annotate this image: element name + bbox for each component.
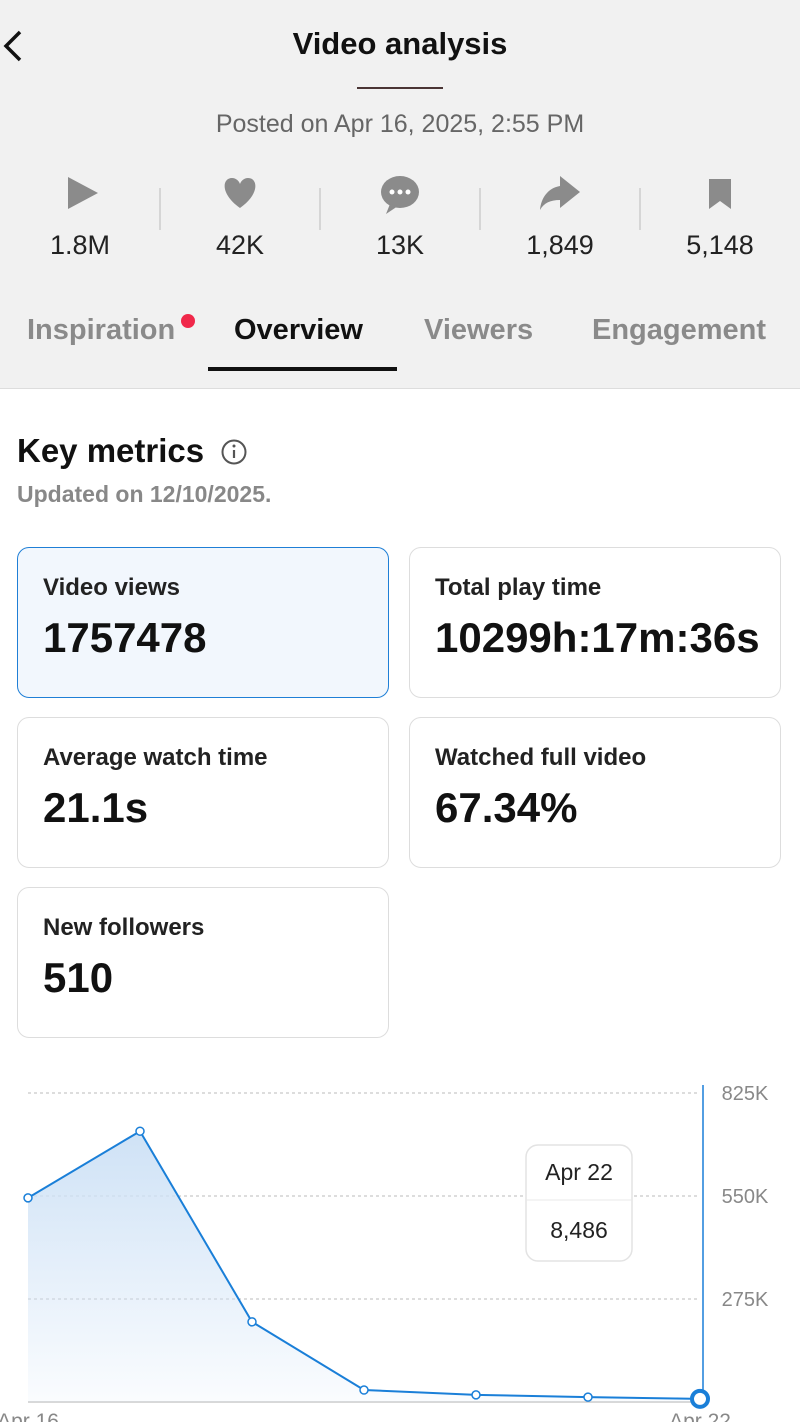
metric-card[interactable]: Total play time 10299h:17m:36s bbox=[409, 547, 781, 698]
tooltip: Apr 22 8,486 bbox=[525, 1144, 633, 1262]
point bbox=[471, 1390, 481, 1400]
stat-views: 1.8M bbox=[49, 230, 111, 260]
tab[interactable]: Inspiration bbox=[27, 314, 176, 346]
metric-card[interactable]: Average watch time 21.1s bbox=[17, 717, 389, 868]
x-tick-label: Apr 22 bbox=[669, 1410, 731, 1422]
tab[interactable]: Engagement bbox=[592, 314, 767, 346]
stat-saves: 5,148 bbox=[686, 230, 754, 260]
tab-indicator bbox=[208, 367, 397, 371]
metric-card[interactable]: Video views 1757478 bbox=[17, 547, 389, 698]
metric-label: Video views bbox=[43, 574, 180, 601]
posted-date: Posted on Apr 16, 2025, 2:55 PM bbox=[215, 110, 585, 138]
point bbox=[359, 1385, 369, 1395]
metric-label: Average watch time bbox=[43, 744, 268, 771]
tab[interactable]: Overview bbox=[234, 314, 363, 346]
metric-value: 1757478 bbox=[43, 614, 207, 661]
point bbox=[135, 1126, 145, 1136]
point bbox=[23, 1193, 33, 1203]
metric-value: 510 bbox=[43, 954, 114, 1001]
stat-likes: 42K bbox=[215, 230, 265, 260]
y-tick-label: 275K bbox=[722, 1289, 769, 1311]
metric-card[interactable]: New followers 510 bbox=[17, 887, 389, 1038]
chart: 275K 550K 825K Apr 22 8,486 Apr 16 Apr 22 bbox=[0, 1083, 769, 1422]
metric-label: New followers bbox=[43, 914, 205, 941]
metric-value: 10299h:17m:36s bbox=[435, 614, 760, 661]
point bbox=[247, 1317, 257, 1327]
point bbox=[583, 1392, 593, 1402]
stat-shares: 1,849 bbox=[526, 230, 594, 260]
x-tick-label: Apr 16 bbox=[0, 1410, 59, 1422]
metric-value: 67.34% bbox=[435, 784, 578, 831]
info-icon[interactable] bbox=[220, 438, 248, 466]
stat-comments: 13K bbox=[375, 230, 425, 260]
divider bbox=[357, 87, 443, 89]
back-button[interactable] bbox=[0, 28, 30, 64]
tab[interactable]: Viewers bbox=[424, 314, 534, 346]
section-title: Key metrics bbox=[17, 432, 205, 469]
stat-icons bbox=[68, 176, 731, 230]
point bbox=[690, 1388, 710, 1409]
y-tick-label: 825K bbox=[722, 1083, 769, 1105]
tooltip-value: 8,486 bbox=[550, 1217, 608, 1243]
y-tick-label: 550K bbox=[722, 1186, 769, 1208]
metric-label: Total play time bbox=[435, 574, 602, 601]
page-title: Video analysis bbox=[292, 26, 508, 61]
tooltip-date: Apr 22 bbox=[545, 1159, 613, 1185]
metric-value: 21.1s bbox=[43, 784, 149, 831]
updated-date: Updated on 12/10/2025. bbox=[17, 481, 272, 507]
tooltip-box bbox=[525, 1144, 633, 1262]
notification-dot bbox=[181, 314, 195, 328]
metric-label: Watched full video bbox=[435, 744, 647, 771]
metric-card[interactable]: Watched full video 67.34% bbox=[409, 717, 781, 868]
area bbox=[28, 1131, 700, 1402]
